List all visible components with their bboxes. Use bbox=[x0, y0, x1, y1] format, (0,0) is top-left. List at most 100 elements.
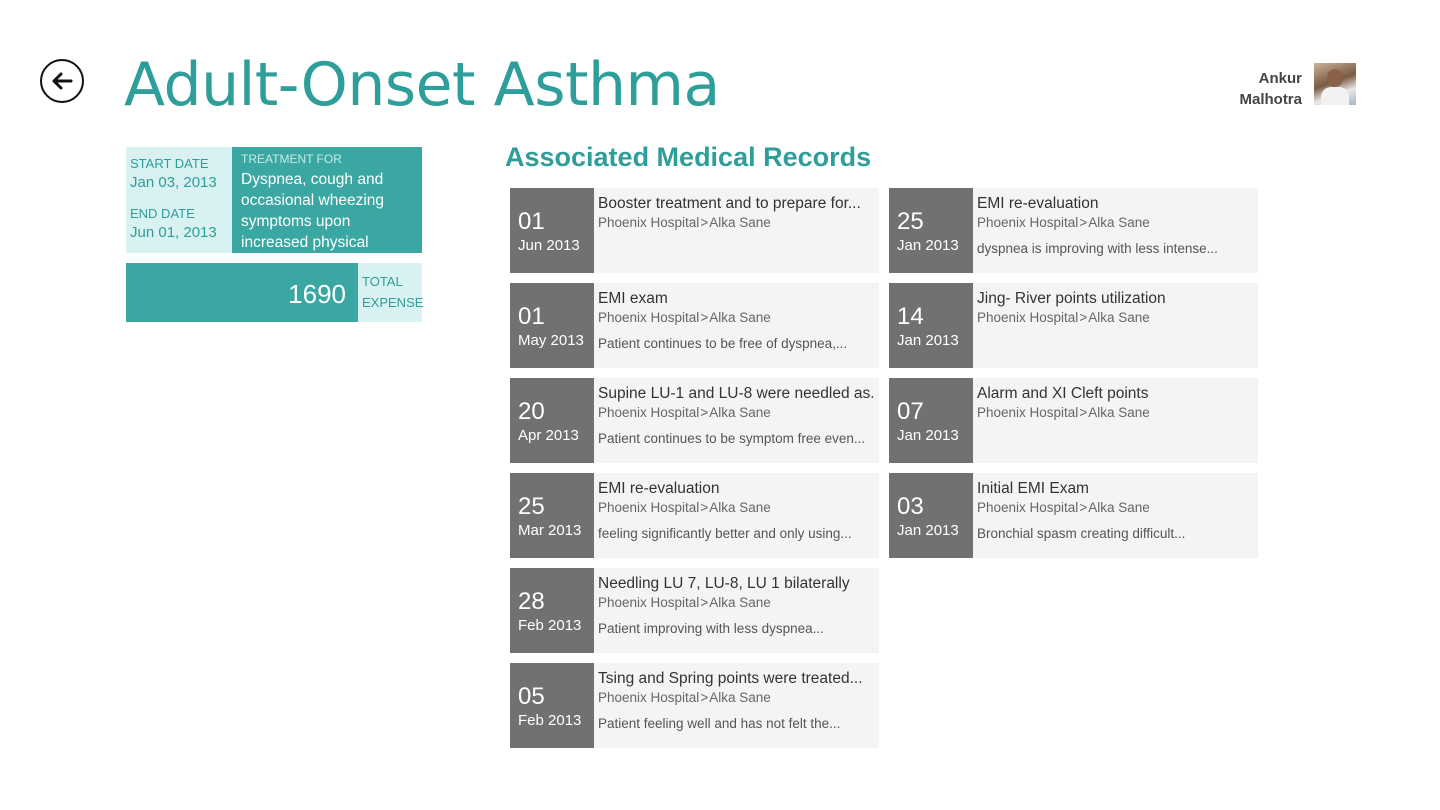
record-date: 05 Feb 2013 bbox=[510, 663, 594, 748]
record-title: Booster treatment and to prepare for... bbox=[598, 195, 861, 212]
record-info: Alarm and XI Cleft points Phoenix Hospita… bbox=[977, 384, 1252, 431]
record-title: EMI exam bbox=[598, 290, 668, 307]
back-button[interactable] bbox=[40, 59, 84, 103]
record-note: dyspnea is improving with less intense..… bbox=[977, 241, 1218, 256]
record-tile[interactable]: 14 Jan 2013 Jing- River points utilization… bbox=[889, 283, 1258, 368]
record-doctor: Alka Sane bbox=[1088, 500, 1150, 515]
record-hospital: Phoenix Hospital bbox=[598, 595, 700, 610]
record-source: Phoenix Hospital>Alka Sane bbox=[977, 404, 1252, 422]
record-title: EMI re-evaluation bbox=[598, 480, 720, 497]
end-date-value: Jun 01, 2013 bbox=[130, 224, 217, 241]
chevron-right-icon: > bbox=[1079, 310, 1088, 325]
record-note: Patient feeling well and has not felt th… bbox=[598, 716, 841, 731]
record-date: 01 Jun 2013 bbox=[510, 188, 594, 273]
record-source: Phoenix Hospital>Alka Sane bbox=[598, 499, 873, 517]
record-day: 20 bbox=[518, 398, 545, 425]
start-date-value: Jan 03, 2013 bbox=[130, 174, 217, 191]
record-month: Mar 2013 bbox=[518, 522, 582, 539]
treatment-tile: TREATMENT FOR Dyspnea, cough and occasio… bbox=[232, 147, 422, 253]
record-title: EMI re-evaluation bbox=[977, 195, 1099, 212]
record-hospital: Phoenix Hospital bbox=[598, 215, 700, 230]
record-date: 20 Apr 2013 bbox=[510, 378, 594, 463]
total-expense-label: TOTAL EXPENSE bbox=[358, 263, 424, 322]
record-doctor: Alka Sane bbox=[1088, 215, 1150, 230]
record-day: 05 bbox=[518, 683, 545, 710]
record-month: Feb 2013 bbox=[518, 617, 582, 634]
record-hospital: Phoenix Hospital bbox=[598, 500, 700, 515]
record-date: 25 Mar 2013 bbox=[510, 473, 594, 558]
record-day: 25 bbox=[897, 208, 924, 235]
chevron-right-icon: > bbox=[700, 595, 709, 610]
record-day: 07 bbox=[897, 398, 924, 425]
record-month: Jan 2013 bbox=[897, 332, 959, 349]
start-date-label: START DATE bbox=[130, 156, 209, 171]
record-day: 25 bbox=[518, 493, 545, 520]
record-day: 03 bbox=[897, 493, 924, 520]
chevron-right-icon: > bbox=[1079, 405, 1088, 420]
user-name: Ankur Malhotra bbox=[1239, 68, 1302, 110]
record-date: 07 Jan 2013 bbox=[889, 378, 973, 463]
record-date: 28 Feb 2013 bbox=[510, 568, 594, 653]
record-hospital: Phoenix Hospital bbox=[977, 310, 1079, 325]
record-day: 28 bbox=[518, 588, 545, 615]
record-tile[interactable]: 01 Jun 2013 Booster treatment and to prepa… bbox=[510, 188, 879, 273]
record-source: Phoenix Hospital>Alka Sane bbox=[977, 214, 1252, 232]
record-hospital: Phoenix Hospital bbox=[598, 405, 700, 420]
expense-label-line2: EXPENSE bbox=[362, 295, 424, 310]
record-tile[interactable]: 25 Mar 2013 EMI re-evaluation Phoenix Hospi… bbox=[510, 473, 879, 558]
record-info: Needling LU 7, LU-8, LU 1 bilaterally Pho… bbox=[598, 574, 873, 636]
record-date: 03 Jan 2013 bbox=[889, 473, 973, 558]
record-title: Initial EMI Exam bbox=[977, 480, 1089, 497]
record-title: Tsing and Spring points were treated... bbox=[598, 670, 863, 687]
record-doctor: Alka Sane bbox=[709, 405, 771, 420]
records-section-title: Associated Medical Records bbox=[505, 142, 872, 172]
record-date: 25 Jan 2013 bbox=[889, 188, 973, 273]
record-tile[interactable]: 03 Jan 2013 Initial EMI Exam Phoenix Hospit… bbox=[889, 473, 1258, 558]
record-day: 01 bbox=[518, 208, 545, 235]
record-day: 14 bbox=[897, 303, 924, 330]
record-info: Jing- River points utilization Phoenix Ho… bbox=[977, 289, 1252, 336]
dates-tile: START DATE Jan 03, 2013 END DATE Jun 01,… bbox=[126, 147, 232, 253]
expense-label-line1: TOTAL bbox=[362, 274, 403, 289]
record-tile[interactable]: 05 Feb 2013 Tsing and Spring points were t… bbox=[510, 663, 879, 748]
record-month: Apr 2013 bbox=[518, 427, 579, 444]
record-hospital: Phoenix Hospital bbox=[977, 215, 1079, 230]
user-profile[interactable]: Ankur Malhotra bbox=[1239, 63, 1356, 110]
record-tile[interactable]: 20 Apr 2013 Supine LU-1 and LU-8 were need… bbox=[510, 378, 879, 463]
record-day: 01 bbox=[518, 303, 545, 330]
treatment-text: Dyspnea, cough and occasional wheezing s… bbox=[241, 171, 385, 251]
chevron-right-icon: > bbox=[700, 405, 709, 420]
record-month: Jan 2013 bbox=[897, 427, 959, 444]
record-source: Phoenix Hospital>Alka Sane bbox=[598, 214, 873, 232]
record-source: Phoenix Hospital>Alka Sane bbox=[977, 309, 1252, 327]
arrow-left-icon bbox=[52, 72, 73, 90]
record-doctor: Alka Sane bbox=[1088, 405, 1150, 420]
record-date: 14 Jan 2013 bbox=[889, 283, 973, 368]
record-month: May 2013 bbox=[518, 332, 584, 349]
record-doctor: Alka Sane bbox=[709, 595, 771, 610]
user-last-name: Malhotra bbox=[1239, 91, 1302, 108]
record-hospital: Phoenix Hospital bbox=[598, 690, 700, 705]
record-hospital: Phoenix Hospital bbox=[977, 405, 1079, 420]
user-first-name: Ankur bbox=[1258, 70, 1302, 87]
record-note: feeling significantly better and only us… bbox=[598, 526, 852, 541]
record-date: 01 May 2013 bbox=[510, 283, 594, 368]
record-tile[interactable]: 01 May 2013 EMI exam Phoenix Hospital>Alka … bbox=[510, 283, 879, 368]
record-doctor: Alka Sane bbox=[709, 690, 771, 705]
record-info: EMI exam Phoenix Hospital>Alka Sane Patie… bbox=[598, 289, 873, 351]
record-info: Tsing and Spring points were treated... P… bbox=[598, 669, 873, 731]
records-grid: 01 Jun 2013 Booster treatment and to prepa… bbox=[510, 188, 1260, 748]
record-hospital: Phoenix Hospital bbox=[977, 500, 1079, 515]
page-title: Adult-Onset Asthma bbox=[124, 50, 720, 120]
total-expense-value: 1690 bbox=[126, 263, 358, 322]
chevron-right-icon: > bbox=[700, 500, 709, 515]
record-note: Patient continues to be free of dyspnea,… bbox=[598, 336, 848, 351]
record-source: Phoenix Hospital>Alka Sane bbox=[598, 689, 873, 707]
record-tile[interactable]: 07 Jan 2013 Alarm and XI Cleft points Phoen… bbox=[889, 378, 1258, 463]
chevron-right-icon: > bbox=[700, 310, 709, 325]
record-tile[interactable]: 25 Jan 2013 EMI re-evaluation Phoenix Hosp… bbox=[889, 188, 1258, 273]
record-tile[interactable]: 28 Feb 2013 Needling LU 7, LU-8, LU 1 bila… bbox=[510, 568, 879, 653]
record-doctor: Alka Sane bbox=[709, 310, 771, 325]
record-title: Jing- River points utilization bbox=[977, 290, 1166, 307]
record-title: Supine LU-1 and LU-8 were needled as... bbox=[598, 385, 873, 402]
